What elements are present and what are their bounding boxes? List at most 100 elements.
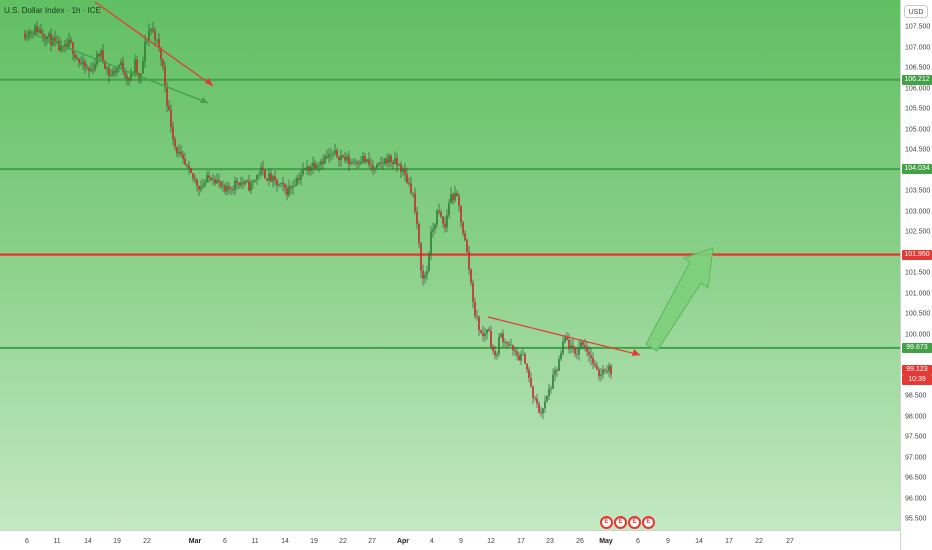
candle [544, 395, 546, 414]
candle [178, 144, 180, 158]
economic-event-icon[interactable]: E [600, 516, 613, 529]
price-tick: 105.500 [905, 105, 931, 113]
price-tick: 95.500 [905, 515, 927, 523]
candle [256, 174, 258, 185]
candle [274, 170, 276, 186]
symbol-title[interactable]: U.S. Dollar Index · 1h · ICE [4, 6, 101, 15]
candle [248, 174, 250, 192]
time-tick: 17 [517, 538, 525, 545]
candle [406, 167, 408, 184]
time-tick: 23 [546, 538, 554, 545]
candle [294, 178, 296, 188]
candle [510, 338, 512, 347]
candle [284, 182, 286, 195]
time-tick: 11 [251, 538, 259, 545]
candle [386, 153, 388, 168]
price-axis[interactable]: USD 107.500 107.000 106.500 106.000 105.500 1… [900, 0, 932, 550]
candle [546, 395, 548, 403]
price-tick: 106.000 [905, 85, 931, 92]
candle [398, 162, 400, 167]
candle [86, 63, 88, 71]
candle [496, 351, 498, 360]
candle [362, 152, 364, 165]
candle [456, 190, 458, 197]
candle [344, 151, 346, 163]
candle [400, 161, 402, 178]
candle [582, 340, 584, 350]
candle [322, 154, 324, 170]
time-axis[interactable]: 6 11 14 19 22 Mar 6 11 14 19 22 27 Apr 4 9 12 17 23 26 May 6… [0, 530, 900, 550]
candle [468, 245, 470, 275]
candle [282, 176, 284, 192]
candle [490, 325, 492, 349]
candle [54, 30, 56, 47]
candle [142, 56, 144, 74]
last-price-label: 99.123 [902, 365, 932, 376]
candle [164, 61, 166, 93]
candle [552, 368, 554, 390]
candle [90, 62, 92, 73]
candle [334, 143, 336, 156]
candle [268, 168, 270, 186]
candle [536, 393, 538, 409]
candle [218, 173, 220, 188]
candle [440, 209, 442, 219]
time-tick: 22 [755, 538, 763, 545]
candle [60, 39, 62, 54]
candle [220, 180, 222, 190]
time-tick: 4 [430, 538, 434, 545]
candle [306, 159, 308, 175]
price-chart[interactable] [0, 0, 900, 530]
candle [472, 279, 474, 309]
projection-arrow[interactable] [645, 247, 714, 352]
price-tick: 96.000 [905, 495, 927, 502]
currency-badge[interactable]: USD [904, 5, 928, 18]
candle [372, 160, 374, 176]
candle [270, 168, 272, 182]
candle [498, 333, 500, 357]
candle [374, 166, 376, 174]
price-tick: 101.500 [905, 269, 931, 277]
candle [606, 365, 608, 375]
candle [394, 151, 396, 165]
level-label-99: 99.673 [902, 342, 932, 353]
candle [228, 182, 230, 195]
candle [500, 332, 502, 339]
candle [74, 51, 76, 62]
candle [504, 338, 506, 347]
trend-line-green-lower[interactable] [29, 32, 209, 104]
candle [204, 179, 206, 188]
price-tick: 98.000 [905, 413, 927, 420]
candle [246, 179, 248, 184]
trend-line-red-upper[interactable] [94, 1, 214, 87]
candle [534, 395, 536, 401]
candle [222, 180, 224, 192]
economic-event-icon[interactable]: E [642, 516, 655, 529]
candle [480, 329, 482, 334]
candle [348, 150, 350, 172]
candle [502, 329, 504, 348]
candle [254, 179, 256, 183]
economic-event-icon[interactable]: E [614, 516, 627, 529]
candle [34, 23, 36, 35]
candle [212, 173, 214, 186]
candle [592, 352, 594, 369]
candle [328, 148, 330, 164]
candle [332, 150, 334, 160]
trend-line-red-recent[interactable] [487, 316, 641, 356]
candle [526, 363, 528, 374]
candle [320, 158, 322, 171]
candle [126, 72, 128, 86]
candle [184, 152, 186, 166]
economic-event-icon[interactable]: E [628, 516, 641, 529]
candle [428, 251, 430, 273]
candle [80, 56, 82, 65]
candle [226, 181, 228, 196]
candle [100, 48, 102, 62]
candle [486, 329, 488, 340]
candle [298, 172, 300, 184]
candle [250, 179, 252, 195]
candle [568, 333, 570, 354]
